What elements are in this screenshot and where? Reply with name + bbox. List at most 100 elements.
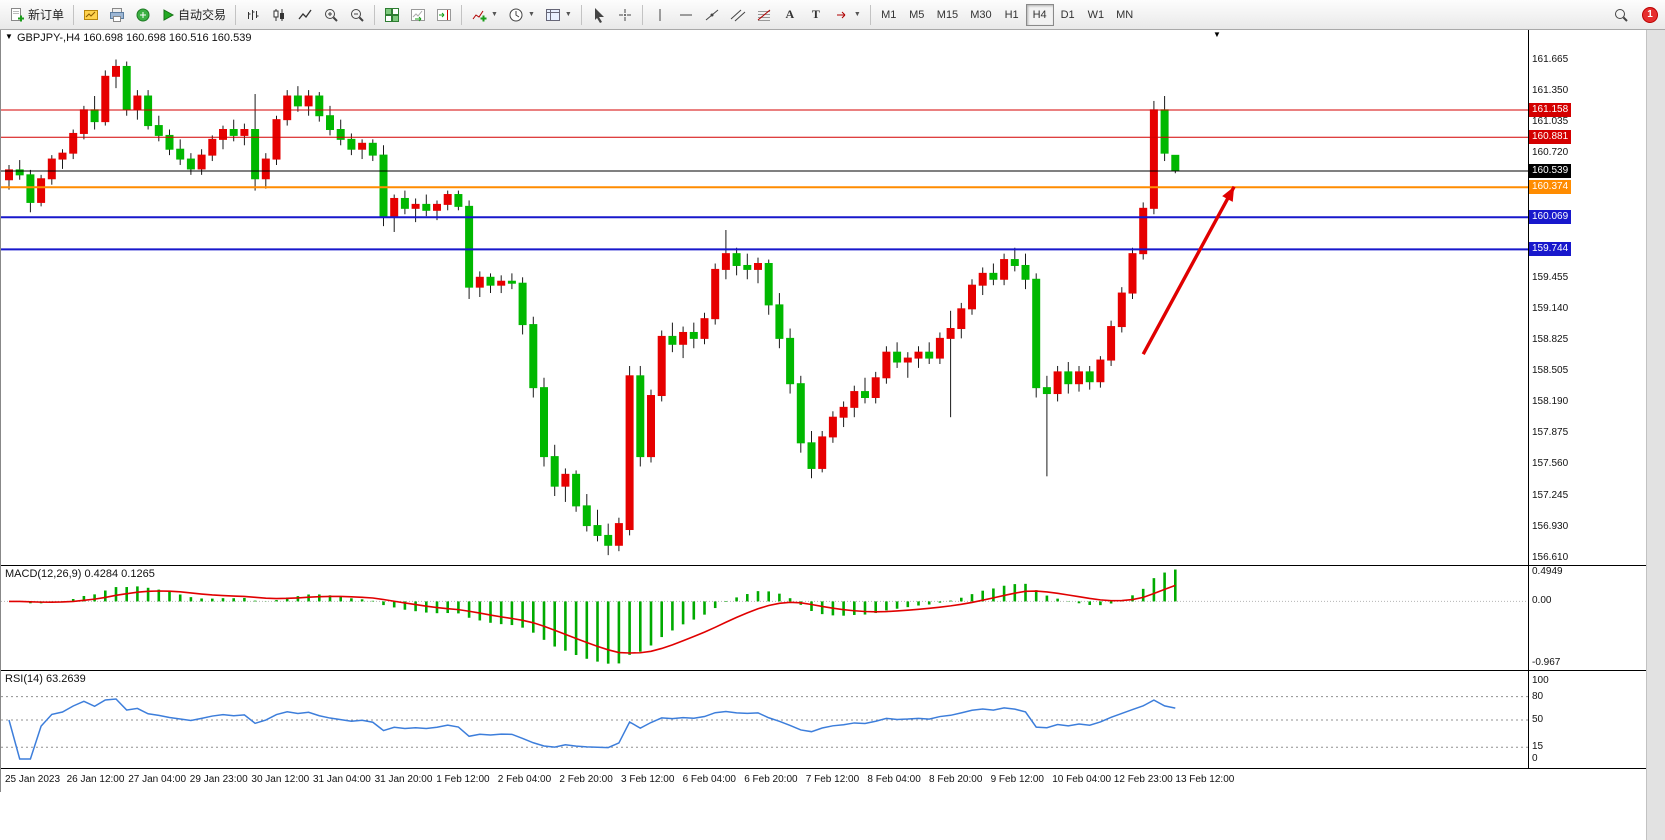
price-axis[interactable]: 161.665 161.350 161.035 160.720 159.455 159.1… (1529, 30, 1647, 565)
candlesticks (5, 59, 1180, 556)
rsi-axis-label: 50 (1532, 714, 1544, 725)
separator (641, 4, 643, 25)
macd-axis-label: -0.967 (1532, 657, 1561, 668)
candlestick-chart-button[interactable] (266, 3, 292, 27)
line-chart-button[interactable] (292, 3, 318, 27)
chart-shift-marker[interactable]: ▼ (1213, 30, 1221, 39)
price-panel: ▼ GBPJPY-,H4 160.698 160.698 160.516 160… (1, 30, 1647, 565)
timeframe-h4-button[interactable]: H4 (1025, 3, 1054, 26)
zoom-out-button[interactable] (344, 3, 370, 27)
trend-arrow-annotation (1141, 185, 1236, 355)
price-badge: 160.069 (1529, 210, 1572, 225)
new-order-label: 新订单 (28, 8, 65, 22)
notification-badge[interactable]: 1 (1642, 6, 1658, 23)
news-button[interactable] (130, 3, 156, 27)
time-axis-label: 6 Feb 20:00 (744, 774, 798, 785)
separator (869, 4, 871, 25)
macd-panel: MACD(12,26,9) 0.4284 0.1265 0.4949 0.00 -0… (1, 565, 1647, 670)
auto-scroll-button[interactable] (405, 3, 431, 27)
time-axis-label: 27 Jan 04:00 (128, 774, 187, 785)
arrows-tool-button[interactable]: ▼ (829, 3, 866, 27)
crosshair-icon (618, 8, 631, 21)
cursor-icon (594, 7, 604, 23)
macd-axis-label: 0.4949 (1532, 566, 1563, 577)
time-axis[interactable]: 25 Jan 2023 26 Jan 12:00 27 Jan 04:00 29 Ja… (1, 768, 1647, 792)
search-button[interactable] (1608, 3, 1634, 27)
price-chart-plot[interactable]: ▼ GBPJPY-,H4 160.698 160.698 160.516 160… (1, 30, 1529, 565)
timeframe-mn-button[interactable]: MN (1110, 4, 1139, 26)
timeframe-m30-button[interactable]: M30 (964, 4, 997, 26)
crosshair-button[interactable] (612, 3, 638, 27)
vertical-line-icon (659, 8, 661, 21)
vertical-line-tool-button[interactable] (647, 3, 673, 27)
vertical-scroll-strip[interactable] (1646, 30, 1665, 840)
one-click-trading-toggle[interactable]: ▼ (5, 32, 13, 41)
trendline-tool-button[interactable] (699, 3, 725, 27)
indicators-button[interactable]: ▼ (466, 3, 503, 27)
rsi-line (8, 698, 1176, 760)
price-axis-label: 158.825 (1532, 333, 1569, 345)
tile-windows-button[interactable] (379, 3, 405, 27)
arrow-tool-icon (836, 11, 846, 18)
zoom-in-icon (325, 8, 338, 22)
price-axis-label: 157.245 (1532, 489, 1569, 501)
rsi-plot[interactable]: RSI(14) 63.2639 (1, 671, 1529, 768)
chart-shift-button[interactable] (431, 3, 457, 27)
rsi-svg (1, 696, 1528, 760)
separator (235, 4, 237, 25)
equidistant-channel-icon (730, 9, 746, 21)
channel-tool-button[interactable] (725, 3, 751, 27)
fibonacci-tool-button[interactable] (751, 3, 777, 27)
bar-chart-button[interactable] (240, 3, 266, 27)
macd-histogram (18, 569, 1177, 664)
search-icon (1615, 8, 1628, 22)
market-watch-icon (84, 9, 99, 20)
market-watch-button[interactable] (78, 3, 104, 27)
auto-scroll-icon (411, 8, 426, 21)
timeframe-h1-button[interactable]: H1 (998, 4, 1026, 26)
price-badge: 160.374 (1529, 180, 1572, 195)
templates-button[interactable]: ▼ (540, 3, 577, 27)
line-chart-icon (298, 9, 312, 19)
macd-axis-label: 0.00 (1532, 595, 1552, 607)
timeframe-m1-button[interactable]: M1 (875, 4, 903, 26)
text-tool-button[interactable]: A (777, 3, 803, 27)
autotrading-button[interactable]: 自动交易 (156, 3, 231, 27)
price-axis-label: 159.140 (1532, 302, 1569, 314)
label-tool-button[interactable]: T (803, 3, 829, 27)
macd-axis[interactable]: 0.4949 0.00 -0.967 (1529, 566, 1647, 670)
price-axis-label: 158.190 (1532, 396, 1569, 408)
zoom-in-button[interactable] (318, 3, 344, 27)
chart-window: ▼ GBPJPY-,H4 160.698 160.698 160.516 160… (0, 30, 1647, 792)
templates-icon (545, 8, 560, 21)
cursor-button[interactable] (586, 3, 612, 27)
timeframe-d1-button[interactable]: D1 (1054, 4, 1082, 26)
price-axis-label: 156.930 (1532, 520, 1569, 532)
rsi-axis[interactable]: 100 80 50 15 0 (1529, 671, 1647, 768)
time-axis-label: 7 Feb 12:00 (805, 774, 860, 785)
horizontal-line-tool-button[interactable] (673, 3, 699, 27)
separator (374, 4, 376, 25)
macd-label: MACD(12,26,9) 0.4284 0.1265 (5, 568, 155, 580)
periods-button[interactable]: ▼ (503, 3, 540, 27)
price-badge: 159.744 (1529, 242, 1572, 257)
time-axis-label: 2 Feb 20:00 (559, 774, 613, 785)
timeframe-m5-button[interactable]: M5 (903, 4, 931, 26)
dropdown-arrow-icon: ▼ (564, 11, 572, 18)
print-button[interactable] (104, 3, 130, 27)
price-axis-label: 161.035 (1532, 116, 1569, 128)
price-axis-label: 159.455 (1532, 271, 1569, 283)
price-axis-label: 160.720 (1532, 147, 1569, 159)
price-axis-label: 161.350 (1532, 85, 1569, 97)
news-icon (136, 8, 150, 21)
bar-chart-icon (248, 9, 259, 20)
timeframe-w1-button[interactable]: W1 (1082, 4, 1111, 26)
time-axis-label: 1 Feb 12:00 (436, 774, 490, 785)
autotrading-play-icon (163, 8, 175, 21)
timeframe-m15-button[interactable]: M15 (931, 4, 964, 26)
new-order-button[interactable]: 新订单 (4, 3, 69, 27)
time-axis-label: 8 Feb 20:00 (929, 774, 983, 785)
rsi-axis-label: 100 (1532, 675, 1549, 686)
macd-plot[interactable]: MACD(12,26,9) 0.4284 0.1265 (1, 566, 1529, 670)
